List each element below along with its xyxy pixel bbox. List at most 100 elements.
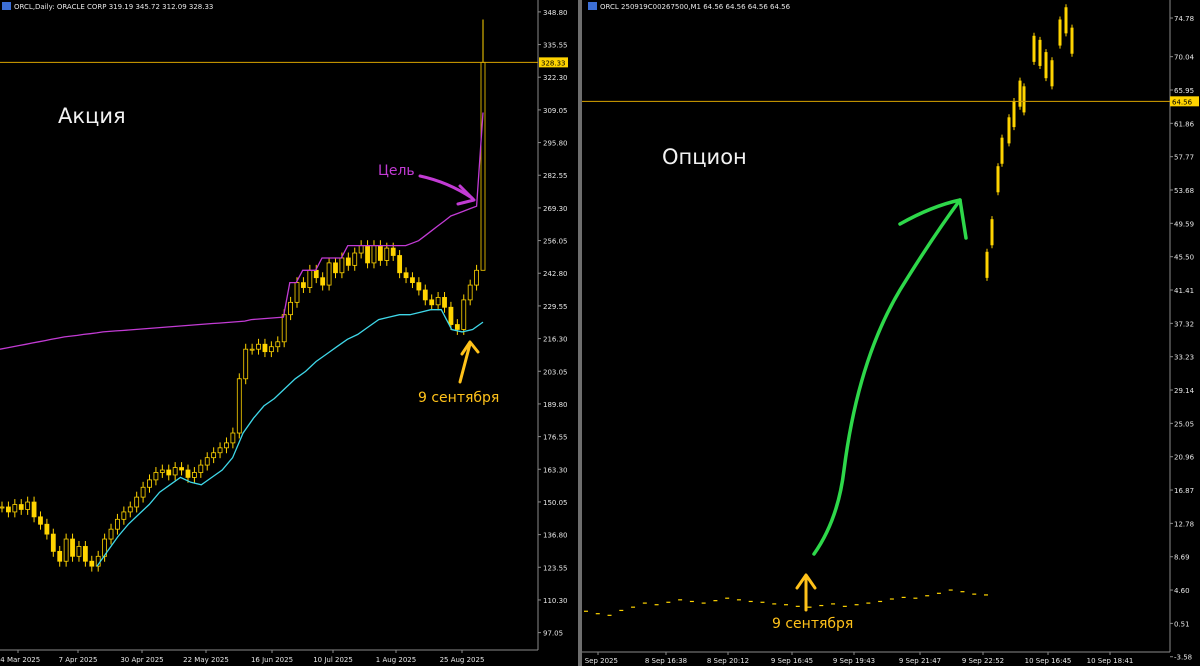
candle-body — [1038, 39, 1042, 66]
candle-body — [12, 504, 18, 513]
candle-body — [121, 511, 127, 520]
stock-chart-panel[interactable]: ORCL,Daily: ORACLE CORP 319.19 345.72 31… — [0, 0, 578, 666]
last-price-tag — [1170, 96, 1199, 107]
annotation-option-title: Опцион — [662, 145, 747, 169]
price-tick-label: 348.80 — [543, 9, 568, 17]
candle-body — [480, 61, 486, 271]
chart-info-text: ORCL,Daily: ORACLE CORP 319.19 345.72 31… — [14, 3, 214, 11]
candle-body — [990, 219, 994, 246]
price-axis — [1170, 0, 1200, 666]
time-tick-label: 7 Apr 2025 — [59, 656, 98, 664]
candle-body — [6, 506, 11, 513]
price-tick-label: 41.41 — [1174, 287, 1194, 295]
chart-window-icon — [588, 2, 597, 10]
price-tick-label: 33.23 — [1174, 354, 1194, 362]
annotation-target: Цель — [378, 163, 415, 179]
candle-body — [198, 464, 204, 473]
price-tick-label: 216.30 — [543, 336, 568, 344]
price-tick-label: 123.55 — [543, 564, 568, 572]
candle-body — [230, 432, 236, 444]
candle-body — [1058, 19, 1062, 46]
candle-body — [18, 504, 24, 510]
price-tick-label: 269.30 — [543, 205, 568, 213]
price-tick-label: 110.30 — [543, 597, 568, 605]
candle-body — [159, 469, 165, 473]
price-tick-label: 8.69 — [1174, 554, 1190, 562]
candle-body — [1000, 137, 1004, 164]
price-tick-label: -3.58 — [1174, 654, 1192, 662]
price-tick-label: 4.60 — [1174, 587, 1190, 595]
candle-body — [435, 297, 441, 306]
price-tick-label: 97.05 — [543, 630, 563, 638]
time-tick-label: 10 Sep 18:41 — [1087, 657, 1134, 665]
candle-body — [365, 245, 370, 264]
option-chart-panel[interactable]: ORCL 250919C00267500,M1 64.56 64.56 64.5… — [582, 0, 1200, 666]
candle-body — [301, 282, 306, 288]
chart-info-bar: ORCL 250919C00267500,M1 64.56 64.56 64.5… — [588, 2, 790, 11]
candle-body — [313, 269, 319, 279]
growth-arrow-icon — [812, 198, 962, 556]
price-tick-label: 45.50 — [1174, 254, 1194, 262]
candle-body — [262, 343, 268, 353]
candle-body — [1018, 80, 1022, 107]
candle-body — [147, 479, 152, 488]
candle-body — [358, 245, 364, 254]
price-tick-label: 16.87 — [1174, 487, 1194, 495]
price-tick-label: 282.55 — [543, 172, 568, 180]
candle-body — [134, 496, 140, 508]
candle-body — [224, 442, 229, 449]
candle-body — [461, 299, 467, 330]
candle-body — [345, 257, 351, 266]
price-tick-label: 57.77 — [1174, 154, 1194, 162]
candle-body — [108, 528, 114, 540]
candle-body — [410, 277, 415, 284]
chart-info-bar: ORCL,Daily: ORACLE CORP 319.19 345.72 31… — [2, 2, 213, 11]
upper-line-magenta — [0, 112, 484, 350]
candle-body — [217, 447, 223, 454]
candle-body — [44, 523, 50, 535]
candle-body — [249, 348, 255, 351]
last-price-tag — [539, 57, 568, 68]
price-tick-label: 20.96 — [1174, 454, 1195, 462]
date-arrowhead-icon — [795, 573, 817, 590]
price-tick-label: 53.68 — [1174, 187, 1194, 195]
candle-body — [76, 546, 82, 557]
candle-body — [236, 378, 242, 434]
candle-body — [339, 257, 345, 274]
lower-line-cyan — [96, 309, 484, 567]
candle-body — [70, 538, 75, 557]
price-tick-label: 335.55 — [543, 42, 568, 50]
candle-body — [140, 486, 146, 498]
candle-body — [63, 538, 69, 562]
candle-body — [403, 272, 409, 279]
stock-chart-canvas[interactable]: 348.80 335.55 322.30 309.05 295.80 282.55 269.… — [0, 0, 578, 666]
time-tick-label: 8 Sep 20:12 — [707, 657, 749, 665]
date-arrow-icon — [458, 342, 472, 384]
price-tick-label: 49.59 — [1174, 220, 1194, 228]
annotation-date: 9 сентября — [772, 616, 853, 632]
candle-body — [89, 560, 95, 567]
price-tick-label: 25.05 — [1174, 420, 1194, 428]
time-tick-label: 16 Jun 2025 — [251, 656, 293, 664]
candle-body — [985, 251, 989, 278]
time-tick-label: 1 Aug 2025 — [376, 656, 416, 664]
candle-body — [243, 348, 249, 380]
candle-body — [185, 469, 191, 478]
candle-body — [31, 501, 37, 518]
option-chart-canvas[interactable]: 74.78 70.04 65.95 61.86 57.77 53.68 49.59 45.50… — [582, 0, 1200, 666]
candle-body — [1022, 86, 1026, 113]
target-arrow-icon — [418, 174, 474, 200]
last-price-tag-text: 328.33 — [541, 59, 566, 67]
panel-divider[interactable] — [578, 0, 582, 666]
price-tick-label: 70.04 — [1174, 54, 1195, 62]
chart-info-text: ORCL 250919C00267500,M1 64.56 64.56 64.5… — [600, 3, 791, 11]
date-arrowhead-icon — [460, 340, 480, 356]
candle-body — [38, 516, 43, 525]
candle-body — [153, 472, 159, 481]
time-tick-label: 10 Jul 2025 — [313, 656, 353, 664]
candle-body — [82, 546, 88, 562]
annotation-date: 9 сентября — [418, 390, 499, 406]
chart-window-icon — [2, 2, 11, 10]
candle-body — [57, 550, 63, 562]
candle-body — [467, 284, 473, 301]
